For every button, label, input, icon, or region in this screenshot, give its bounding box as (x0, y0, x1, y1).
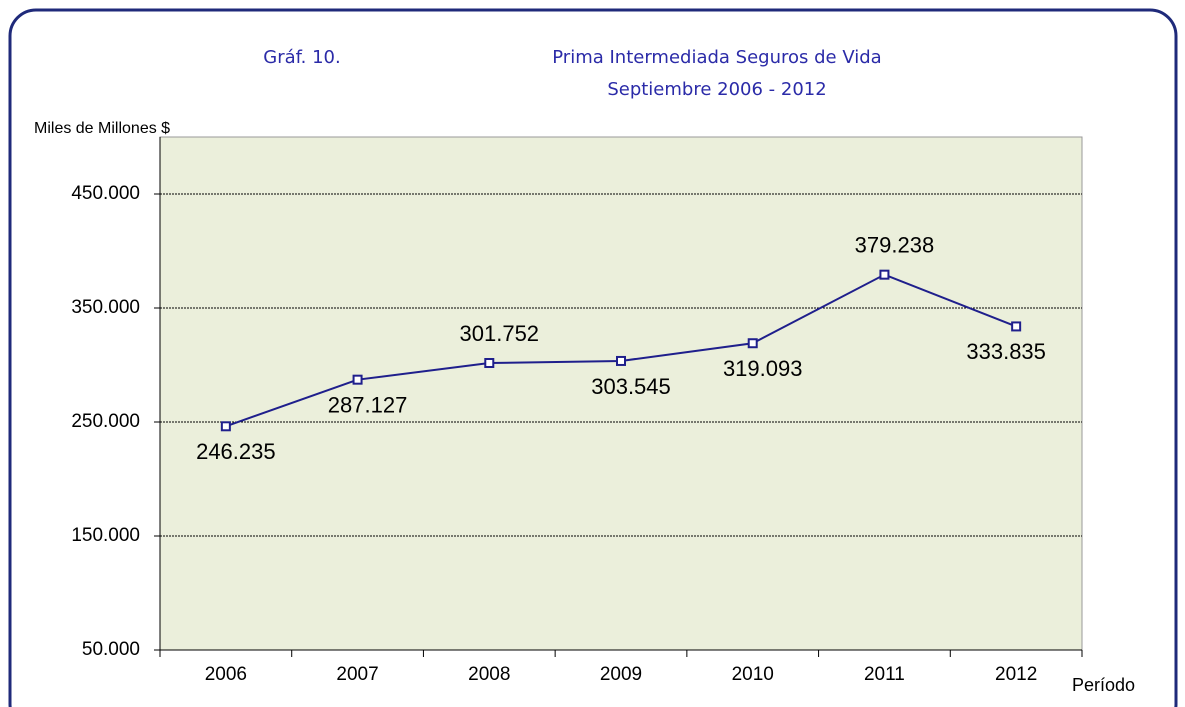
y-axis-label: Miles de Millones $ (34, 120, 170, 137)
x-tick-label: 2007 (336, 664, 378, 685)
marker (220, 421, 231, 432)
x-tick-label: 2012 (995, 664, 1037, 685)
chart-title: Prima Intermediada Seguros de Vida (552, 47, 881, 68)
chart-subtitle: Septiembre 2006 - 2012 (607, 79, 826, 100)
x-axis-label: Período (1072, 675, 1135, 695)
x-tick-label: 2009 (600, 664, 642, 685)
y-tick-label: 250.000 (71, 411, 140, 432)
y-tick-label: 150.000 (71, 525, 140, 546)
chart-label: Gráf. 10. (263, 47, 340, 68)
marker (484, 358, 495, 369)
x-tick-label: 2011 (864, 664, 905, 685)
x-tick-label: 2008 (468, 664, 510, 685)
marker (616, 355, 626, 366)
data-label: 379.238 (855, 232, 935, 257)
y-tick-label: 350.000 (71, 297, 140, 318)
marker (879, 269, 890, 280)
data-label: 333.835 (966, 339, 1046, 364)
marker (747, 338, 758, 349)
data-label: 301.752 (460, 321, 540, 346)
data-label: 287.127 (328, 392, 408, 417)
x-tick-label: 2010 (732, 664, 774, 685)
marker (1011, 321, 1022, 332)
data-label: 319.093 (723, 356, 803, 381)
data-label: 246.235 (196, 439, 276, 464)
y-tick-label: 50.000 (82, 639, 140, 660)
x-tick-label: 2006 (205, 664, 247, 685)
marker (352, 374, 363, 385)
y-tick-label: 450.000 (71, 183, 140, 204)
plot-area (159, 136, 1083, 651)
data-label: 303.545 (591, 374, 671, 399)
